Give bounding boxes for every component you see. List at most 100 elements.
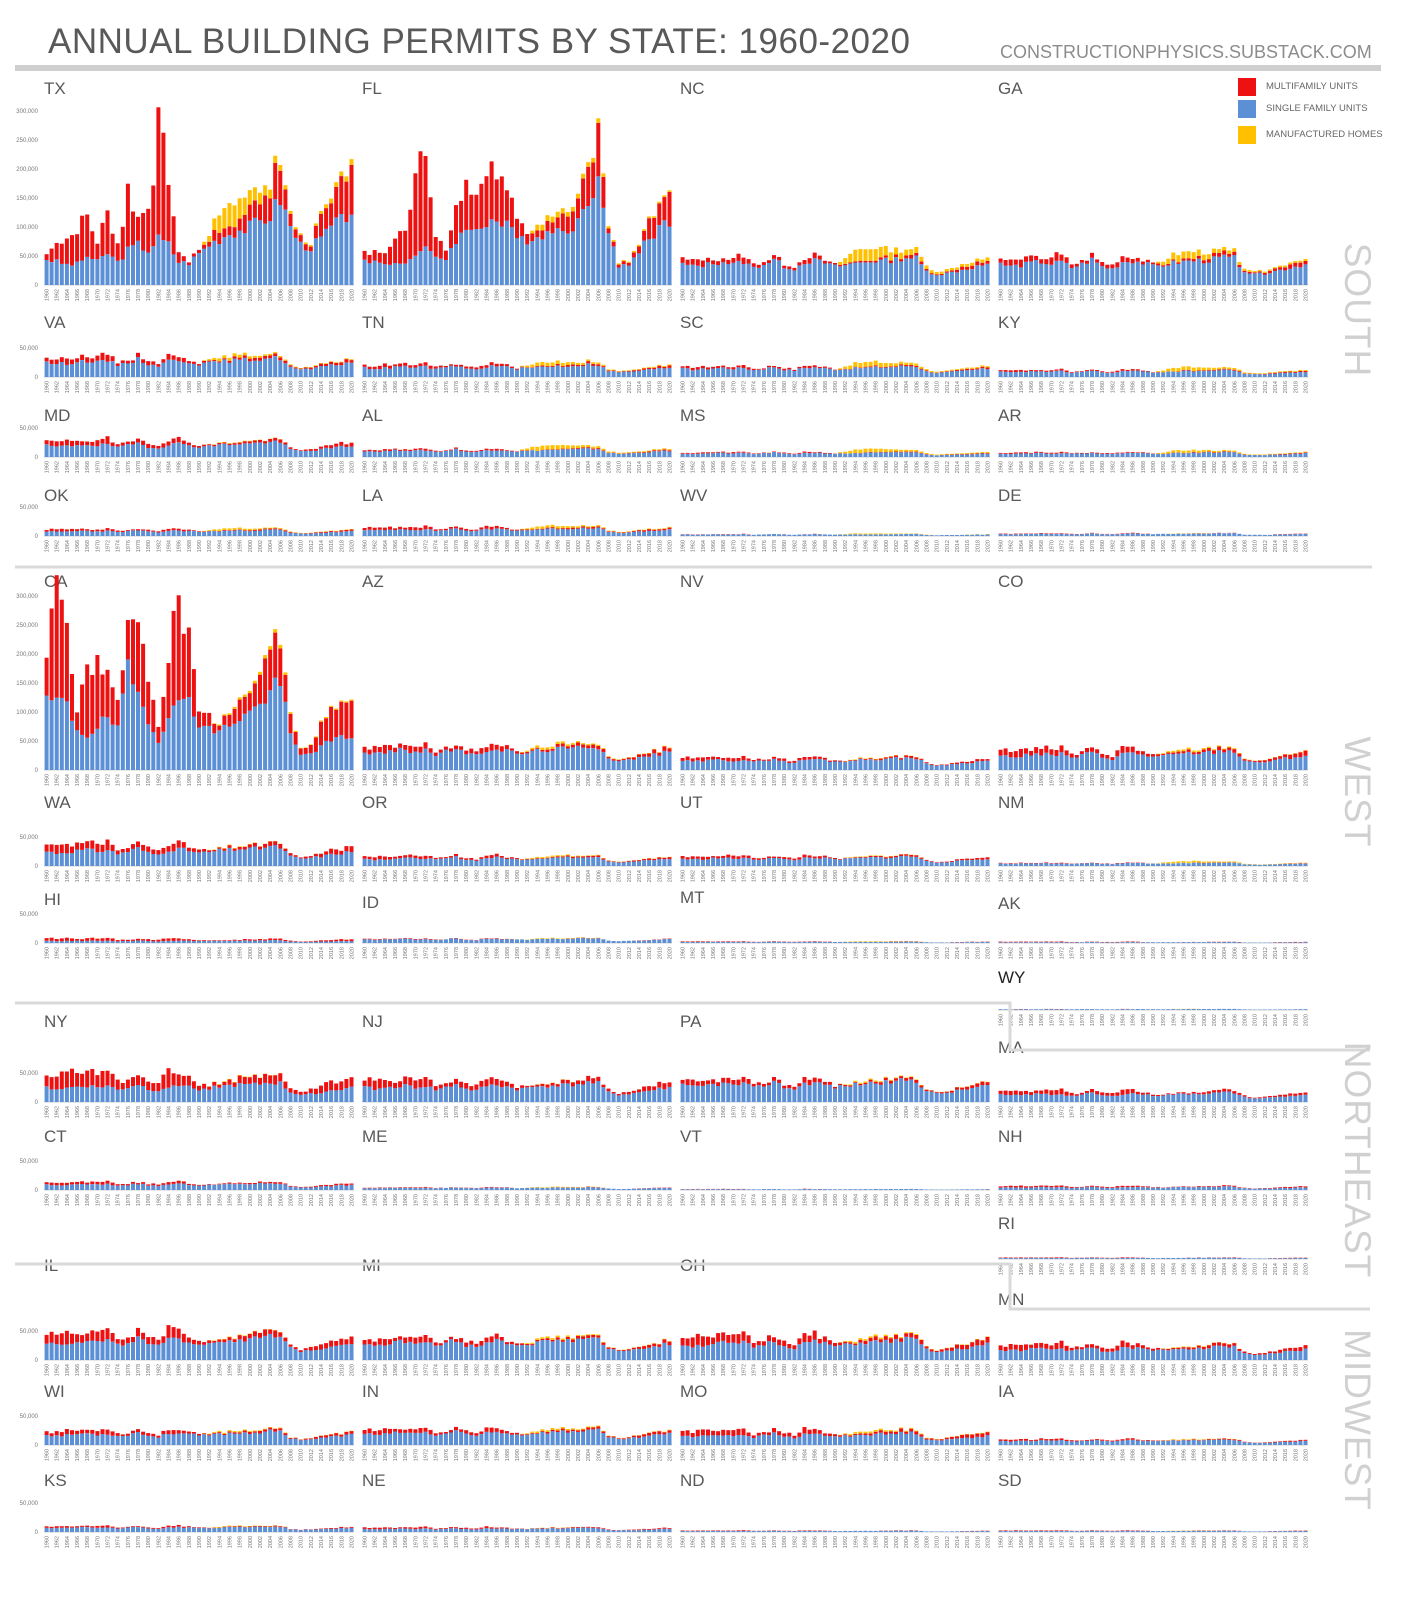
bar-mf-tn: [408, 365, 413, 368]
bar-sf-ky: [1181, 370, 1186, 377]
bar-mf-ms: [690, 453, 695, 454]
bar-sf-wa: [176, 847, 181, 866]
x-tick-la: 1970: [413, 540, 419, 552]
x-tick-de: 2012: [1263, 540, 1269, 552]
x-tick-ak: 1974: [1070, 947, 1076, 959]
y-tick-md: 0: [35, 455, 39, 461]
x-tick-co: 2016: [1283, 774, 1289, 786]
bar-sf-al: [637, 453, 641, 457]
bar-mf-az: [449, 748, 453, 752]
bar-mh-ut: [883, 856, 888, 858]
bar-sf-nc: [919, 264, 924, 285]
bar-mf-ok: [202, 531, 207, 532]
x-tick-nv: 1996: [864, 774, 870, 786]
bar-mf-nc: [741, 257, 746, 265]
bar-sf-nv: [827, 761, 832, 770]
x-tick-wv: 2010: [935, 540, 941, 552]
bar-sf-wa: [171, 851, 176, 866]
bar-mf-tx: [324, 208, 329, 229]
bar-mf-md: [273, 437, 278, 441]
bar-mf-sc: [817, 366, 822, 369]
bar-sf-ga: [1201, 263, 1206, 285]
bar-mf-ms: [721, 451, 726, 453]
bar-sf-ga: [1267, 273, 1272, 285]
bar-mh-tn: [667, 364, 672, 366]
bar-sf-wv: [711, 534, 716, 536]
bar-mf-nc: [873, 260, 878, 263]
bar-mf-ms: [894, 451, 898, 453]
bar-mf-ar: [1049, 452, 1054, 454]
bar-mf-la: [621, 532, 626, 534]
x-tick-ms: 1960: [681, 461, 687, 473]
x-tick-la: 2008: [607, 540, 613, 552]
bar-mh-ca: [319, 720, 323, 722]
title-divider: [15, 65, 1381, 71]
bar-mf-md: [85, 441, 90, 446]
x-tick-id: 1962: [373, 947, 379, 959]
bar-mf-nv: [965, 761, 970, 764]
bar-sf-ca: [349, 738, 354, 770]
bar-mh-az: [550, 746, 555, 749]
bar-mf-ca: [191, 669, 196, 717]
bar-sf-fl: [652, 238, 657, 285]
bar-sf-wa: [313, 856, 318, 866]
bar-sf-sc: [711, 368, 716, 377]
x-tick-sc: 2014: [955, 381, 961, 393]
bar-sf-ak: [1171, 942, 1176, 943]
x-tick-fl: 1968: [403, 289, 409, 301]
bar-mf-or: [443, 857, 448, 859]
bar-mf-ak: [1130, 941, 1135, 942]
bar-sf-wy: [1044, 1009, 1049, 1010]
bar-mf-ga: [1140, 261, 1145, 265]
bar-sf-wv: [726, 534, 731, 536]
bar-sf-tx: [90, 259, 95, 285]
bar-mh-ga: [1171, 252, 1176, 260]
bar-mh-ky: [1176, 368, 1181, 372]
bar-sf-az: [662, 750, 667, 770]
bar-sf-co: [1176, 753, 1181, 770]
bar-mh-tn: [530, 364, 535, 368]
y-tick-tx: 50,000: [20, 254, 39, 260]
bar-mf-nv: [797, 758, 802, 761]
bar-mf-ar: [1278, 454, 1283, 455]
bar-mh-ar: [1222, 449, 1227, 452]
bar-sf-de: [1090, 533, 1094, 536]
bar-mf-sc: [975, 368, 980, 370]
bar-sf-ga: [1242, 272, 1247, 285]
bar-sf-id: [570, 938, 575, 943]
x-tick-ak: 1984: [1121, 947, 1127, 959]
x-tick-nm: 1998: [1192, 870, 1198, 882]
bar-sf-tn: [433, 368, 438, 377]
bar-sf-ca: [268, 690, 273, 770]
x-tick-md: 1998: [238, 461, 244, 473]
y-tick-wa: 50,000: [20, 835, 39, 841]
bar-sf-wv: [756, 534, 761, 536]
bar-sf-ar: [1257, 455, 1262, 457]
x-tick-fl: 2018: [657, 289, 663, 301]
bar-mf-fl: [403, 230, 408, 264]
bar-mf-la: [393, 528, 398, 531]
bar-sf-ok: [176, 530, 181, 536]
bar-sf-ky: [1161, 372, 1166, 377]
bar-sf-de: [1079, 534, 1084, 536]
bar-mf-tn: [464, 366, 469, 369]
bar-sf-wy: [1125, 1009, 1130, 1010]
bar-mf-md: [181, 440, 186, 444]
bar-mf-va: [339, 362, 344, 366]
bar-mf-wa: [44, 844, 49, 852]
bar-mf-al: [403, 449, 408, 451]
x-tick-md: 1982: [156, 461, 162, 473]
bar-mf-nv: [787, 761, 792, 763]
bar-mf-hi: [252, 939, 257, 941]
bar-sf-fl: [433, 256, 438, 285]
bar-sf-md: [146, 448, 151, 457]
bar-mf-nv: [838, 760, 843, 762]
bar-sf-ky: [1273, 373, 1277, 377]
bar-mf-ar: [1064, 452, 1069, 454]
bar-mf-wa: [105, 839, 110, 851]
bar-sf-wv: [868, 534, 873, 536]
bar-sf-de: [1257, 534, 1262, 536]
bar-sf-wa: [49, 851, 54, 866]
bar-sf-tx: [344, 222, 349, 285]
bar-sf-or: [616, 862, 621, 866]
